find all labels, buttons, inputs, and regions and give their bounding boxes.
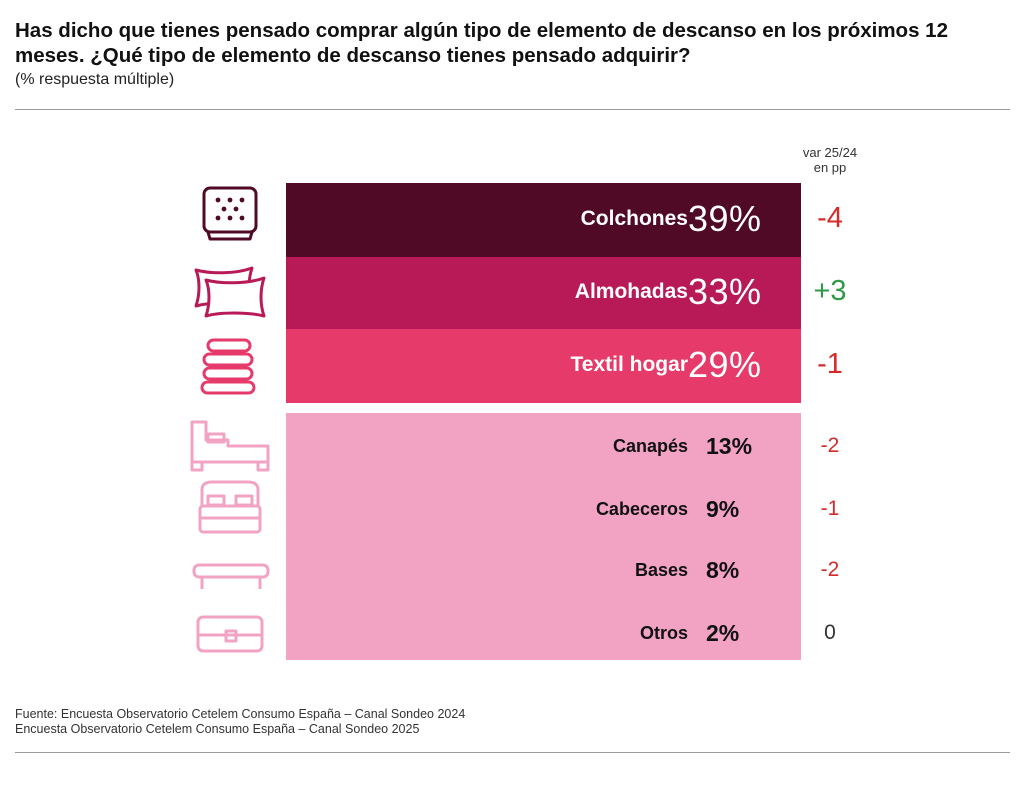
category-label: Otros [639,623,688,643]
bar-1 [286,257,801,329]
var-column-header: var 25/24 en pp [790,145,870,175]
variation-label: -1 [817,348,843,380]
source-line-1: Fuente: Encuesta Observatorio Cetelem Co… [15,707,466,721]
variation-label: -4 [817,202,843,234]
value-label: 33% [688,271,762,312]
value-label: 39% [688,198,762,239]
box-icon [196,615,264,653]
value-label: 9% [706,496,740,522]
category-label: Almohadas [574,280,688,303]
headboard-bed-icon [198,480,262,534]
bar-0 [286,183,801,257]
chart-title: Has dicho que tienes pensado comprar alg… [15,19,948,67]
category-label: Colchones [580,207,688,230]
category-label: Cabeceros [595,499,688,519]
bed-base-icon [192,563,270,589]
variation-label: +3 [813,275,847,307]
pillows-icon [194,266,266,318]
category-label: Canapés [612,436,688,456]
value-label: 8% [706,557,740,583]
variation-label: -1 [820,497,840,520]
ottoman-bed-icon [190,420,270,472]
top-divider [15,109,1010,110]
value-label: 29% [688,344,762,385]
var-header-line1: var 25/24 [802,145,858,160]
value-label: 2% [706,620,740,646]
chart-subtitle: (% respuesta múltiple) [15,71,175,88]
category-label: Textil hogar [570,353,688,376]
variation-label: -2 [820,434,840,457]
bottom-divider [15,752,1010,753]
towels-icon [200,338,256,395]
source-line-2: Encuesta Observatorio Cetelem Consumo Es… [15,722,420,736]
mattress-icon [202,186,258,241]
source-note: Fuente: Encuesta Observatorio Cetelem Co… [15,707,465,737]
var-header-line2: en pp [813,160,847,175]
variation-label: -2 [820,558,840,581]
variation-label: 0 [824,621,836,644]
bar-2 [286,329,801,403]
category-label: Bases [634,560,688,580]
low-share-panel [286,413,801,660]
value-label: 13% [706,433,753,459]
